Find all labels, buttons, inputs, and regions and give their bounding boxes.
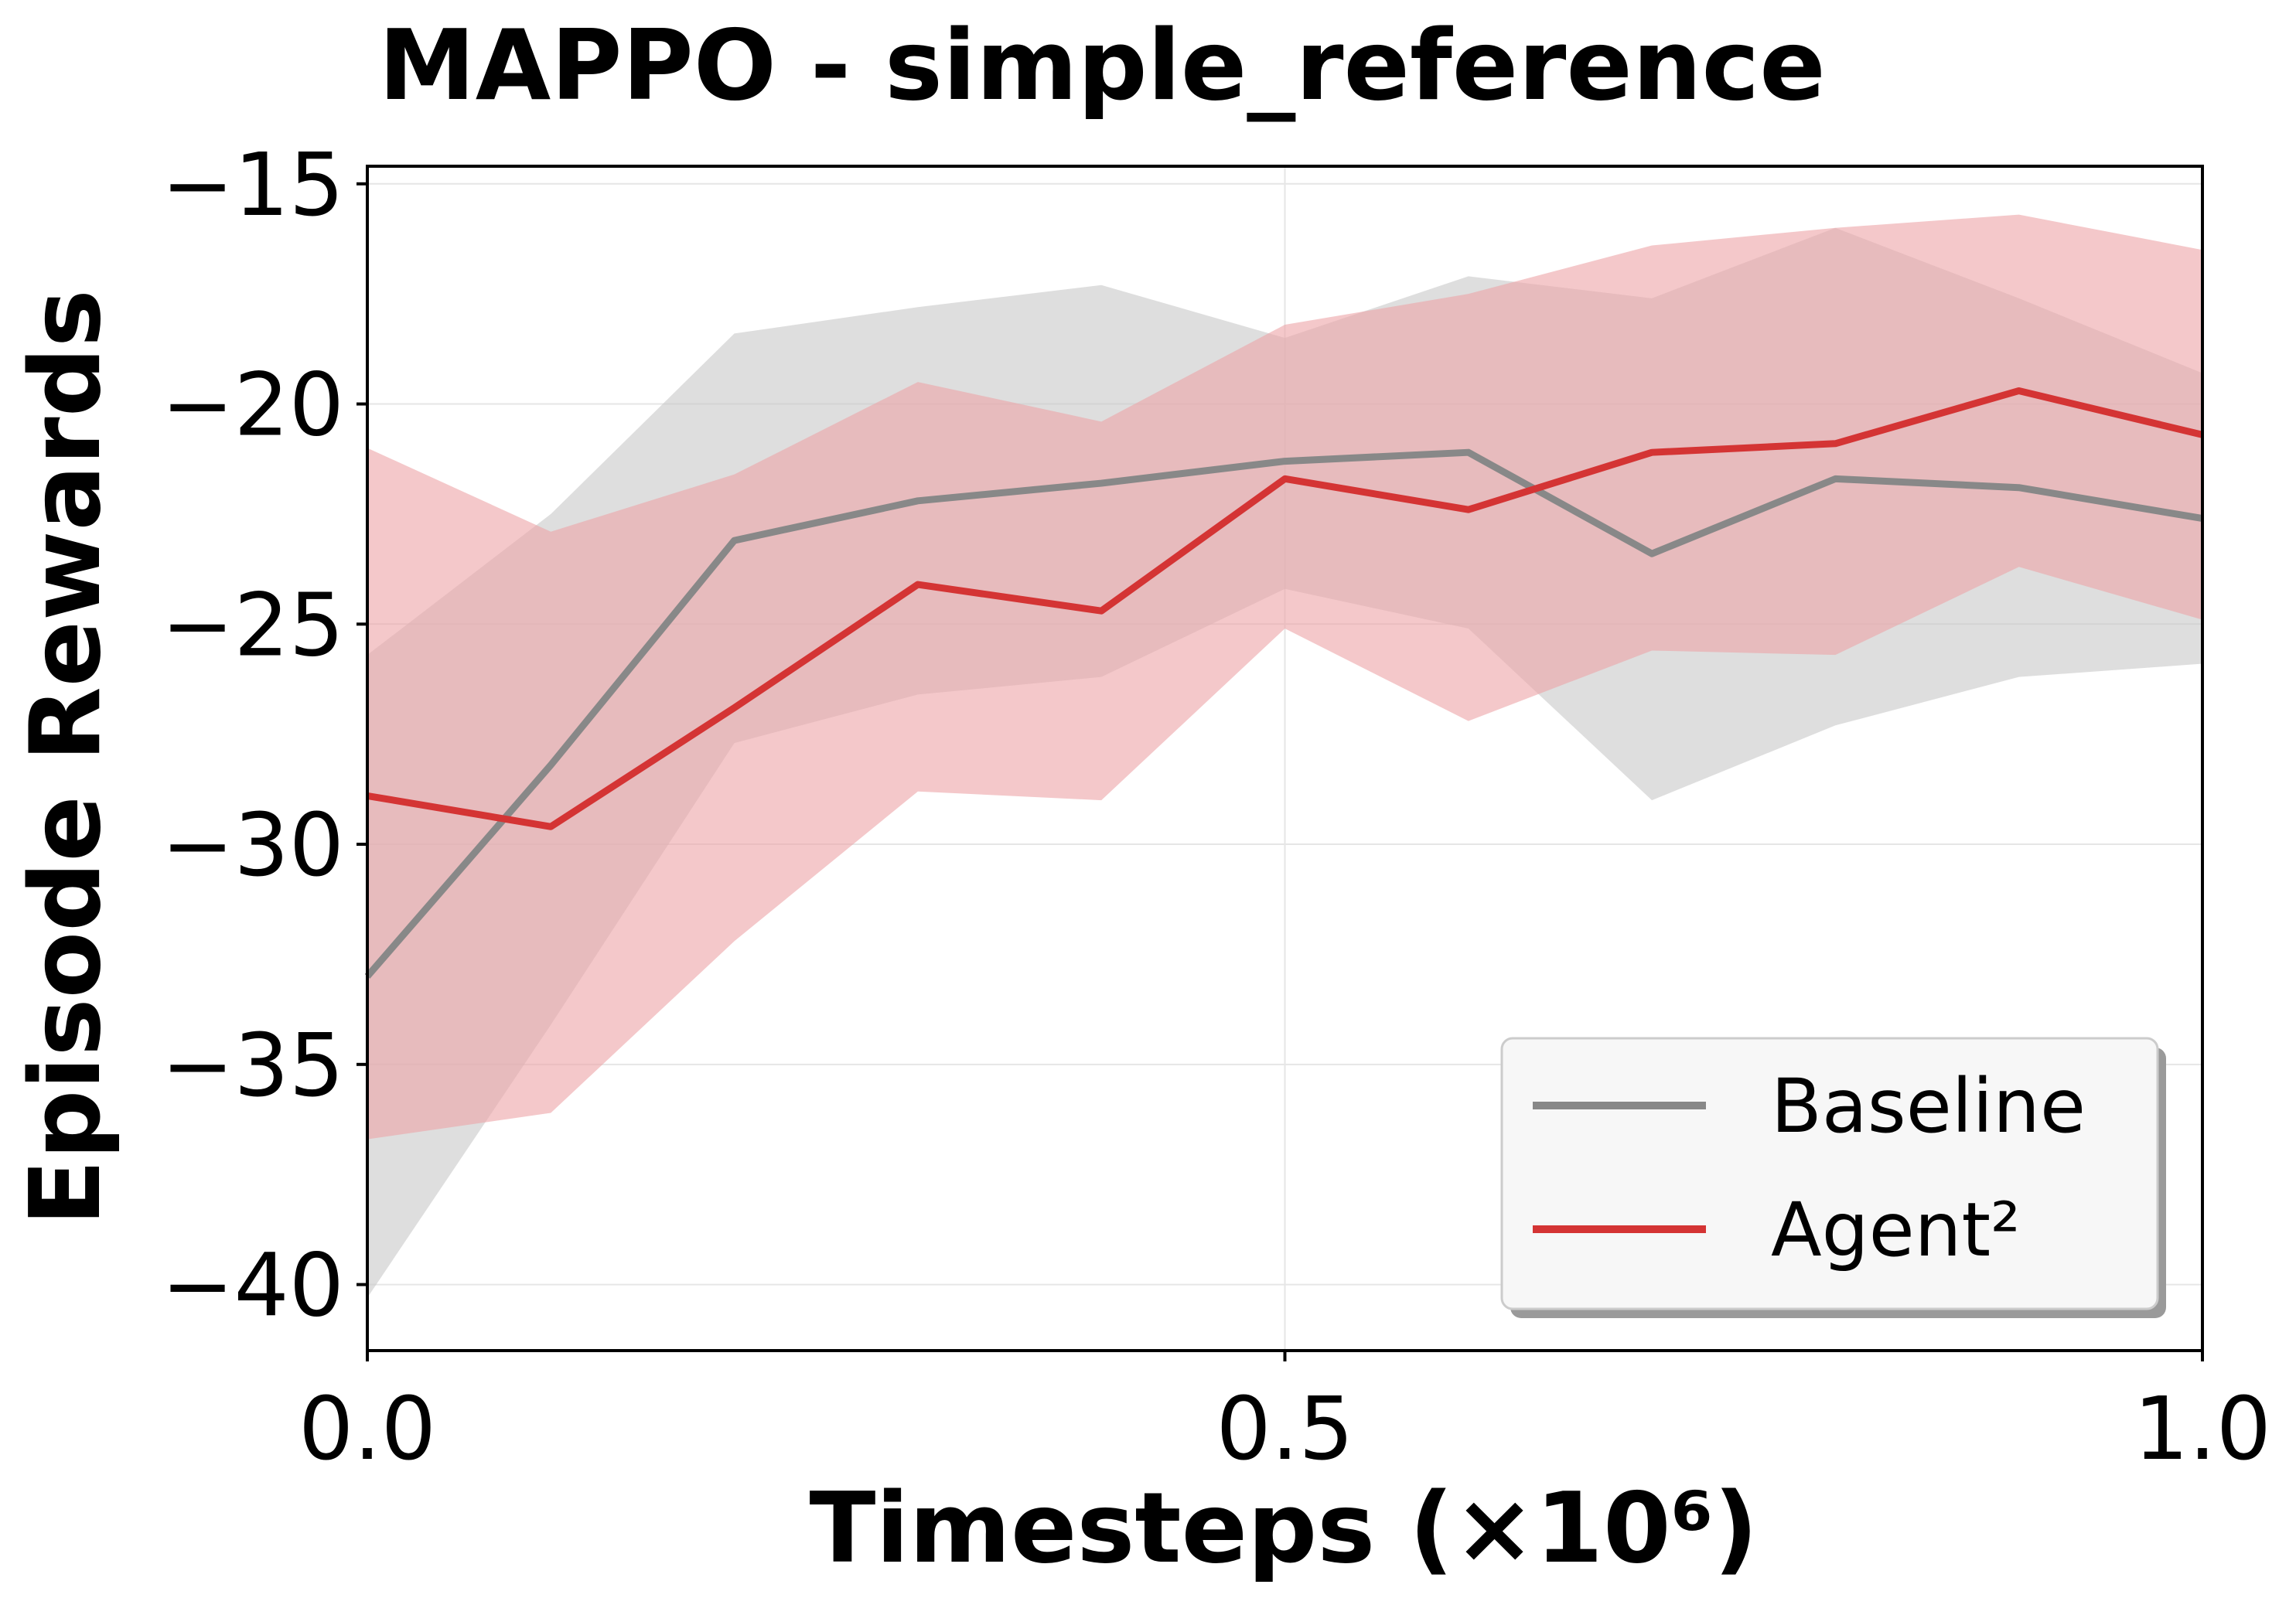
legend: Baseline Agent²: [1500, 1037, 2166, 1318]
x-axis-label: Timesteps (×10⁶): [810, 1471, 1759, 1585]
y-tick-label-2: −25: [162, 575, 344, 676]
y-tick-label-3: −30: [162, 796, 344, 896]
chart-title: MAPPO - simple_reference: [378, 9, 1825, 122]
y-tick-label-0: −15: [162, 135, 344, 236]
series-lines: [364, 387, 2204, 979]
y-tick-label-4: −35: [162, 1016, 344, 1116]
x-tick-label-1: 0.5: [1216, 1379, 1353, 1480]
x-axis-ticks: 0.0 0.5 1.0: [299, 1351, 2271, 1480]
y-tick-label-5: −40: [162, 1236, 344, 1337]
y-axis-ticks: −15 −20 −25 −30 −35 −40: [162, 135, 367, 1337]
legend-label-agent2: Agent²: [1771, 1187, 2021, 1273]
y-tick-label-1: −20: [162, 356, 344, 456]
x-tick-label-0: 0.0: [299, 1379, 436, 1480]
x-tick-label-2: 1.0: [2134, 1379, 2271, 1480]
legend-label-baseline: Baseline: [1771, 1063, 2086, 1150]
line-agent2: [367, 387, 2204, 830]
y-axis-label: Episode Rewards: [9, 289, 122, 1226]
line-baseline: [364, 448, 2203, 979]
